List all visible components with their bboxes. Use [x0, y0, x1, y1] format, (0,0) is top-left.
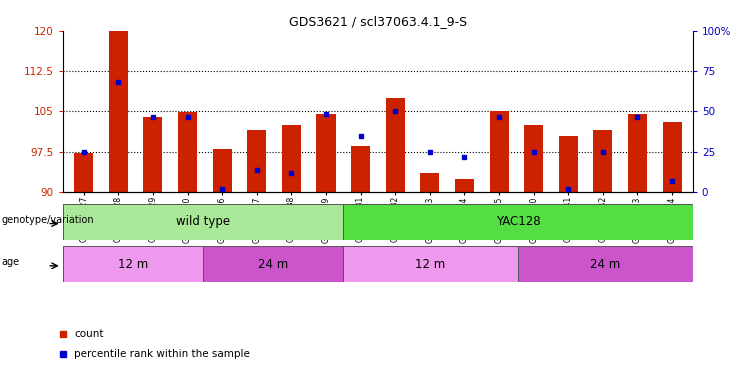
Bar	[247, 130, 266, 192]
Bar	[490, 111, 508, 192]
Bar	[662, 122, 682, 192]
Bar	[63, 204, 343, 240]
Bar	[213, 149, 232, 192]
Text: 12 m: 12 m	[118, 258, 148, 270]
Text: percentile rank within the sample: percentile rank within the sample	[74, 349, 250, 359]
Text: YAC128: YAC128	[496, 215, 540, 228]
Bar	[109, 31, 128, 192]
Bar	[203, 246, 343, 282]
Bar	[343, 246, 518, 282]
Bar	[518, 246, 693, 282]
Text: wild type: wild type	[176, 215, 230, 228]
Text: age: age	[1, 257, 19, 267]
Text: 24 m: 24 m	[591, 258, 620, 270]
Bar	[524, 125, 543, 192]
Bar	[628, 114, 647, 192]
Title: GDS3621 / scl37063.4.1_9-S: GDS3621 / scl37063.4.1_9-S	[289, 15, 467, 28]
Text: count: count	[74, 329, 104, 339]
Bar	[386, 98, 405, 192]
Bar	[74, 153, 93, 192]
Text: 24 m: 24 m	[258, 258, 288, 270]
Bar	[594, 130, 612, 192]
Bar	[178, 113, 197, 192]
Text: 12 m: 12 m	[415, 258, 445, 270]
Bar	[63, 246, 203, 282]
Text: genotype/variation: genotype/variation	[1, 215, 94, 225]
Bar	[351, 146, 370, 192]
Bar	[455, 179, 474, 192]
Bar	[343, 204, 693, 240]
Bar	[559, 136, 578, 192]
Bar	[282, 125, 301, 192]
Bar	[420, 173, 439, 192]
Bar	[144, 117, 162, 192]
Bar	[316, 114, 336, 192]
